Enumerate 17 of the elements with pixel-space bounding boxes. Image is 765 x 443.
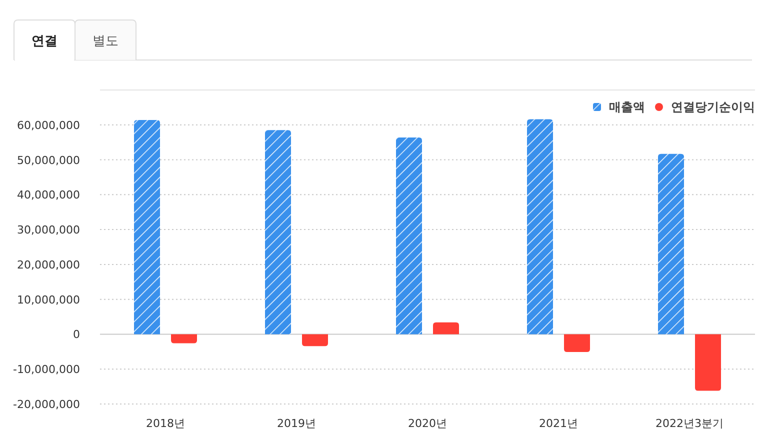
y-tick-label: -10,000,000: [13, 363, 80, 376]
x-tick-label: 2022년3분기: [656, 417, 724, 430]
legend-label: 매출액: [609, 100, 645, 114]
y-tick-label: 60,000,000: [17, 118, 80, 132]
y-tick-label: 10,000,000: [17, 293, 80, 306]
y-tick-label: 40,000,000: [17, 188, 80, 202]
tabs: 연결 별도: [14, 20, 752, 61]
y-tick-label: 30,000,000: [17, 224, 80, 237]
x-tick-label: 2021년: [539, 417, 578, 430]
x-tick-label: 2019년: [277, 417, 316, 430]
y-tick-label: 50,000,000: [17, 154, 80, 167]
legend-label: 연결당기순이익: [671, 100, 755, 114]
y-tick-label: 20,000,000: [17, 258, 80, 272]
y-tick-label: -20,000,000: [13, 398, 80, 411]
x-tick-label: 2018년: [146, 417, 185, 430]
y-tick-label: 0: [73, 328, 80, 342]
x-tick-label: 2020년: [408, 417, 447, 430]
